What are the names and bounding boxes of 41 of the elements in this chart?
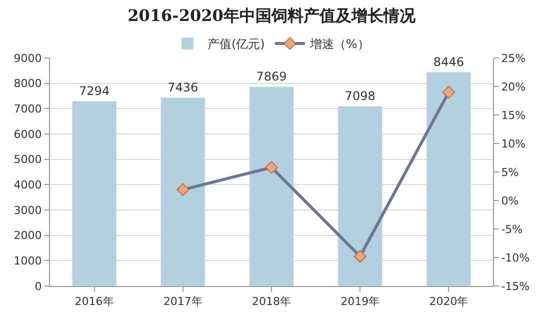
point bbox=[265, 161, 278, 174]
y2-tick-label: -10% bbox=[501, 251, 530, 264]
y-tick-label: 6000 bbox=[14, 128, 42, 141]
x-tick-label: 2018年 bbox=[252, 295, 291, 308]
x-tick-label: 2019年 bbox=[340, 295, 380, 308]
y2-tick-label: 10% bbox=[501, 137, 526, 150]
bar bbox=[72, 100, 117, 286]
legend-label: 产值(亿元) bbox=[208, 37, 265, 52]
chart-title: 2016-2020年中国饲料产值及增长情况 bbox=[128, 6, 416, 25]
y2-tick-label: 25% bbox=[501, 52, 526, 65]
bar bbox=[338, 106, 382, 286]
y-tick-label: 2000 bbox=[14, 229, 42, 242]
y-tick-label: 9000 bbox=[14, 52, 42, 65]
y2-tick-label: 0% bbox=[501, 194, 519, 208]
x-tick-label: 2020年 bbox=[429, 295, 468, 308]
y-tick-label: 1000 bbox=[14, 254, 42, 268]
data-label: 8446 bbox=[433, 55, 464, 70]
bar bbox=[249, 86, 294, 286]
data-label: 7869 bbox=[256, 70, 287, 84]
legend-label: 增速（%） bbox=[308, 37, 370, 52]
y-tick-label: 3000 bbox=[14, 204, 42, 217]
y-tick-label: 8000 bbox=[14, 77, 42, 90]
data-label: 7436 bbox=[168, 80, 198, 95]
data-label: 7294 bbox=[79, 84, 110, 98]
y-tick-label: 0 bbox=[34, 280, 42, 293]
y2-tick-label: 20% bbox=[501, 80, 526, 94]
x-tick-label: 2017年 bbox=[163, 295, 202, 308]
y2-tick-label: -15% bbox=[501, 280, 530, 293]
point bbox=[442, 86, 456, 99]
bar bbox=[426, 72, 472, 286]
point bbox=[354, 250, 366, 263]
y2-tick-label: 5% bbox=[501, 166, 519, 179]
y-tick-label: 5000 bbox=[14, 153, 42, 166]
y2-tick-label: -5% bbox=[501, 222, 523, 236]
y-tick-label: 4000 bbox=[14, 178, 42, 192]
data-label: 7098 bbox=[344, 89, 376, 104]
x-tick-label: 2016年 bbox=[74, 295, 114, 308]
bar bbox=[160, 97, 206, 286]
y2-tick-label: 15% bbox=[501, 108, 526, 122]
point bbox=[176, 183, 190, 196]
y-tick-label: 7000 bbox=[14, 102, 42, 116]
